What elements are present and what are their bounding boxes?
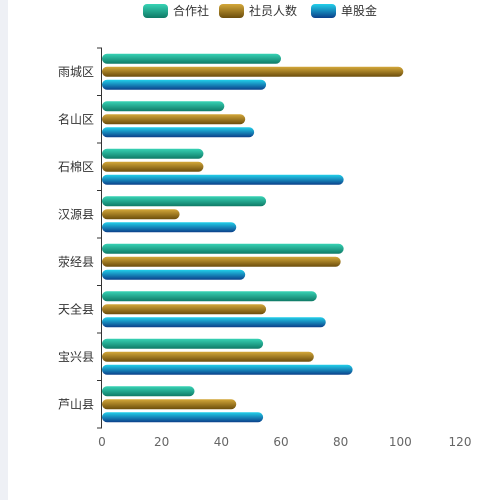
legend-swatch [311,4,336,18]
legend-swatch [143,4,168,18]
bar[interactable] [102,101,225,112]
y-tick-label: 荥经县 [58,255,94,269]
bar[interactable] [102,351,314,362]
chart-legend[interactable]: 合作社 社员人数 单股金 [143,3,377,18]
y-tick-label: 天全县 [58,301,94,316]
x-tick-label: 0 [98,435,106,449]
legend-swatch [219,4,244,18]
y-tick-label: 汉源县 [58,207,94,221]
bar[interactable] [102,291,317,302]
legend-item[interactable]: 合作社 [143,3,209,18]
bar[interactable] [102,79,267,90]
bar[interactable] [102,53,281,64]
bar[interactable] [102,66,404,77]
bar[interactable] [102,364,353,375]
y-tick-label: 芦山县 [58,397,94,411]
bar[interactable] [102,269,246,280]
bar[interactable] [102,412,264,423]
y-tick-label: 名山区 [58,111,94,126]
x-tick-label: 60 [273,435,288,449]
x-tick-label: 120 [449,435,472,449]
bar[interactable] [102,399,237,410]
bar[interactable] [102,243,344,254]
legend-label: 合作社 [173,3,209,18]
legend-label: 社员人数 [249,3,297,18]
bar[interactable] [102,222,237,233]
y-tick-label: 雨城区 [58,65,94,79]
bar[interactable] [102,317,326,328]
bar[interactable] [102,304,267,315]
bar[interactable] [102,256,341,267]
bar[interactable] [102,209,180,220]
bar[interactable] [102,127,255,138]
y-tick-label: 宝兴县 [58,350,94,364]
y-tick-label: 石棉区 [58,160,94,174]
bar[interactable] [102,148,204,159]
x-tick-label: 20 [154,435,169,449]
bar[interactable] [102,338,264,349]
legend-item[interactable]: 单股金 [311,3,377,18]
bar[interactable] [102,161,204,172]
legend-label: 单股金 [341,3,377,18]
legend-item[interactable]: 社员人数 [219,3,297,18]
x-tick-label: 100 [389,435,412,449]
x-tick-label: 40 [214,435,229,449]
bar[interactable] [102,386,195,397]
bar[interactable] [102,174,344,185]
bar[interactable] [102,114,246,125]
x-tick-label: 80 [333,435,348,449]
left-panel-edge [0,0,8,500]
bar[interactable] [102,196,267,207]
